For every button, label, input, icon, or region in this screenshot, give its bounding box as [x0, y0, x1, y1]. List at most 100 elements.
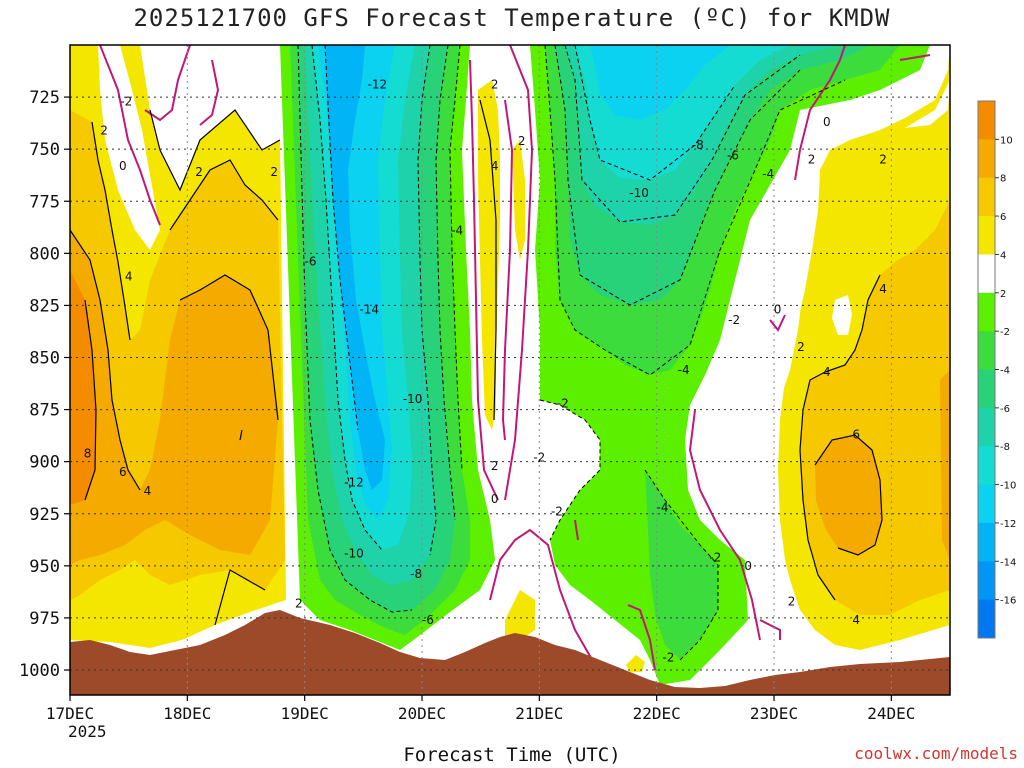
contour-label-44: 4: [879, 282, 887, 296]
contour-label-18: -4: [451, 223, 463, 237]
chart-title: 2025121700 GFS Forecast Temperature (ºC)…: [133, 4, 891, 32]
zero-contour-20dec: [469, 59, 499, 501]
band-white-gap-late: [715, 170, 820, 560]
warm-contour-k: [239, 429, 243, 441]
colorbar: 10 8 6 4 2 -2 -4 -6 -8 -10 -12 -14 -16: [977, 100, 1016, 639]
zero-contour-early-top: [144, 45, 191, 122]
x-axis: 17DEC 18DEC 19DEC 20DEC 21DEC 22DEC 23DEC 24DEC…: [46, 695, 915, 741]
contour-label-43: 4: [852, 613, 860, 627]
cold-contour-l: [539, 399, 601, 541]
contour-labels: -2 2 0 2 2 4 8 6 4 2 -12 -6 -14 -10 -12 -10 -8 -6 -4 2 2 4 2 0 -…: [84, 78, 887, 665]
colorbar-tick-label-6: -4: [1000, 366, 1010, 377]
colorbar-tick-label-10: -12: [1000, 519, 1016, 530]
contour-label-13: -10: [403, 392, 423, 406]
contour-label-26: -2: [551, 505, 563, 519]
zero-contour-20dec-b: [501, 99, 514, 441]
y-tick-label-800: 800: [29, 244, 60, 264]
contour-label-36: 2: [797, 340, 805, 354]
zero-contour-upper-right: [794, 45, 846, 181]
band-warm-strip-21dec: [512, 140, 525, 260]
contour-label-1: 2: [100, 123, 108, 137]
contour-label-25: -2: [533, 451, 545, 465]
contour-label-21: 4: [491, 159, 499, 173]
y-tick-label-950: 950: [29, 557, 60, 577]
contour-label-27: -8: [692, 138, 704, 152]
contour-label-42: 6: [852, 428, 860, 442]
zero-contour-early: [99, 45, 161, 226]
colorbar-swatch-3: [978, 216, 995, 255]
grid: [70, 45, 950, 695]
zero-contour-21dec: [504, 45, 534, 501]
x-tick-label-22DEC: 22DEC: [633, 704, 681, 723]
zero-contour-top-right: [899, 54, 931, 61]
colorbar-tick-label-11: -14: [1000, 557, 1016, 568]
band-white-late-right: [905, 80, 950, 128]
band-warm-6to8-edge: [940, 370, 950, 560]
plot-frame: [69, 44, 951, 696]
y-tick-label-1000: 1000: [19, 661, 60, 681]
warm-contour-c: [149, 109, 281, 192]
cold-contour-k: [644, 469, 719, 661]
colorbar-swatch-6: [978, 331, 995, 370]
colorbar-swatch-10: [978, 484, 995, 524]
colorbar-swatch-11: [978, 522, 995, 562]
band-white-gap-18dec: [98, 45, 160, 250]
site-credit[interactable]: coolwx.com/models: [854, 744, 1018, 763]
contour-label-28: -6: [727, 148, 739, 162]
warm-contour-j: [479, 99, 497, 421]
zero-contour-19dec: [199, 59, 220, 126]
warm-contour-a: [91, 121, 131, 341]
colorbar-swatch-7: [978, 369, 995, 409]
contour-label-40: 0: [744, 559, 752, 573]
colorbar-swatch-2: [978, 177, 995, 217]
warm-contour-b: [70, 229, 141, 491]
contour-label-29: -10: [629, 186, 649, 200]
warm-contour-i: [814, 434, 883, 556]
contour-label-37: 4: [823, 365, 831, 379]
y-axis: 725 750 775 800 825 850 875 900 925 950 975 1000: [19, 88, 70, 681]
contour-label-22: 2: [491, 459, 499, 473]
band-warm-6to8-early: [70, 230, 278, 565]
cold-contour-j: [574, 45, 736, 181]
contour-label-9: 2: [295, 596, 303, 610]
colorbar-tick-label-5: -2: [1000, 327, 1010, 338]
cold-contour-e: [435, 45, 456, 521]
y-tick-label-975: 975: [29, 609, 60, 629]
contour-label-5: 4: [125, 269, 133, 283]
y-tick-label-825: 825: [29, 296, 60, 316]
contour-label-24: -2: [557, 396, 569, 410]
colorbar-tick-label-0: 10: [1000, 135, 1013, 146]
contour-label-3: 2: [195, 165, 203, 179]
x-tick-label-20DEC: 20DEC: [398, 704, 446, 723]
band-warm-blob-21dec: [505, 590, 535, 640]
y-tick-label-925: 925: [29, 505, 60, 525]
contour-label-45: 2: [879, 153, 887, 167]
colorbar-swatch-4: [978, 254, 995, 294]
y-tick-label-725: 725: [29, 88, 60, 108]
contour-label-31: 0: [823, 115, 831, 129]
band-warm-6to8-late: [815, 435, 882, 555]
cold-contour-c: [324, 45, 359, 431]
band-warm-strip-20dec: [478, 80, 500, 430]
contour-label-6: 8: [84, 446, 92, 460]
plot-area: -2 2 0 2 2 4 8 6 4 2 -12 -6 -14 -10 -12 -10 -8 -6 -4 2 2 4 2 0 -…: [70, 45, 950, 695]
x-tick-label-21DEC: 21DEC: [515, 704, 563, 723]
cold-contour-f: [449, 45, 463, 471]
colorbar-tick-label-1: 8: [1000, 174, 1006, 185]
band-warm-blob-22dec: [626, 655, 645, 672]
x-year-label: 2025: [68, 722, 107, 741]
colorbar-tick-label-12: -16: [1000, 596, 1016, 607]
zero-contour-23dec: [759, 619, 781, 640]
colorbar-tick-label-9: -10: [1000, 481, 1016, 492]
contour-label-14: -12: [344, 476, 364, 490]
contour-label-35: 0: [774, 303, 782, 317]
contour-label-7: 6: [119, 465, 127, 479]
warm-contour-g: [214, 569, 266, 626]
x-tick-label-24DEC: 24DEC: [867, 704, 915, 723]
colorbar-tick-label-3: 4: [1000, 250, 1006, 261]
contour-label-11: -6: [305, 255, 317, 269]
colorbar-swatch-1: [978, 139, 995, 179]
colorbar-swatch-8: [978, 407, 995, 447]
y-tick-label-750: 750: [29, 140, 60, 160]
